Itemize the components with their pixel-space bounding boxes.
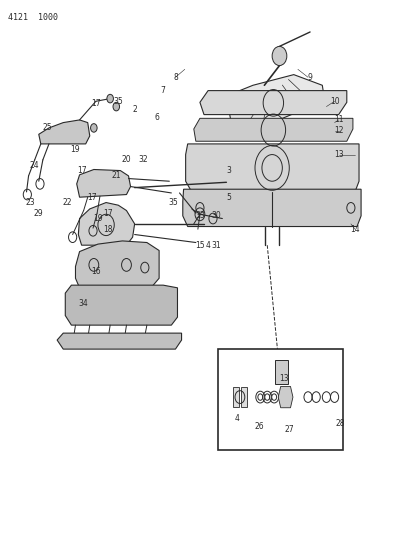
Text: 9: 9 (308, 73, 313, 82)
Bar (241, 387, 247, 407)
Text: 14: 14 (350, 225, 360, 233)
Polygon shape (226, 75, 326, 131)
Circle shape (265, 394, 270, 400)
Text: 29: 29 (34, 209, 44, 217)
Circle shape (258, 394, 263, 400)
Polygon shape (194, 118, 353, 141)
Text: 35: 35 (169, 198, 178, 207)
Circle shape (272, 394, 277, 400)
Circle shape (91, 124, 97, 132)
Text: 25: 25 (42, 124, 52, 132)
Text: 8: 8 (173, 73, 178, 82)
Text: 17: 17 (87, 193, 97, 201)
Text: 16: 16 (91, 268, 101, 276)
Text: 3: 3 (226, 166, 231, 175)
Text: 6: 6 (155, 113, 160, 122)
Text: 7: 7 (161, 86, 166, 95)
Text: 35: 35 (113, 97, 123, 106)
Text: 18: 18 (103, 225, 113, 233)
Polygon shape (57, 333, 182, 349)
Polygon shape (77, 169, 131, 197)
Text: 12: 12 (334, 126, 344, 135)
Polygon shape (186, 144, 359, 192)
Text: 13: 13 (334, 150, 344, 159)
Text: 23: 23 (26, 198, 35, 207)
Text: 24: 24 (30, 161, 40, 169)
Text: 32: 32 (138, 156, 148, 164)
Text: 11: 11 (334, 116, 344, 124)
Text: 31: 31 (211, 241, 221, 249)
Text: 5: 5 (226, 193, 231, 201)
Polygon shape (39, 120, 90, 144)
Polygon shape (200, 91, 347, 115)
Text: 2: 2 (132, 105, 137, 114)
Text: 26: 26 (254, 422, 264, 431)
Text: 13: 13 (279, 374, 288, 383)
Text: 19: 19 (93, 214, 103, 223)
Circle shape (107, 94, 113, 103)
Text: 15: 15 (195, 241, 205, 249)
Text: 17: 17 (77, 166, 86, 175)
Text: 17: 17 (103, 209, 113, 217)
Text: 21: 21 (111, 172, 121, 180)
Text: 4: 4 (206, 241, 211, 249)
Text: 4: 4 (234, 414, 239, 423)
Text: 17: 17 (91, 100, 101, 108)
Text: 19: 19 (71, 145, 80, 154)
Text: 22: 22 (62, 198, 72, 207)
Polygon shape (278, 386, 293, 408)
Text: 27: 27 (285, 425, 295, 433)
Polygon shape (78, 203, 135, 245)
Text: 10: 10 (330, 97, 339, 106)
Text: 34: 34 (79, 300, 89, 308)
Polygon shape (75, 241, 159, 288)
Bar (218, 349, 343, 450)
Polygon shape (183, 189, 361, 227)
Polygon shape (65, 285, 177, 325)
Circle shape (272, 46, 287, 66)
Text: 30: 30 (211, 212, 221, 220)
Text: 20: 20 (122, 156, 131, 164)
Bar (233, 387, 239, 407)
Text: 4121  1000: 4121 1000 (8, 13, 58, 22)
Circle shape (113, 102, 120, 111)
Text: 33: 33 (195, 212, 205, 220)
Text: 28: 28 (336, 419, 346, 428)
Polygon shape (275, 360, 288, 384)
